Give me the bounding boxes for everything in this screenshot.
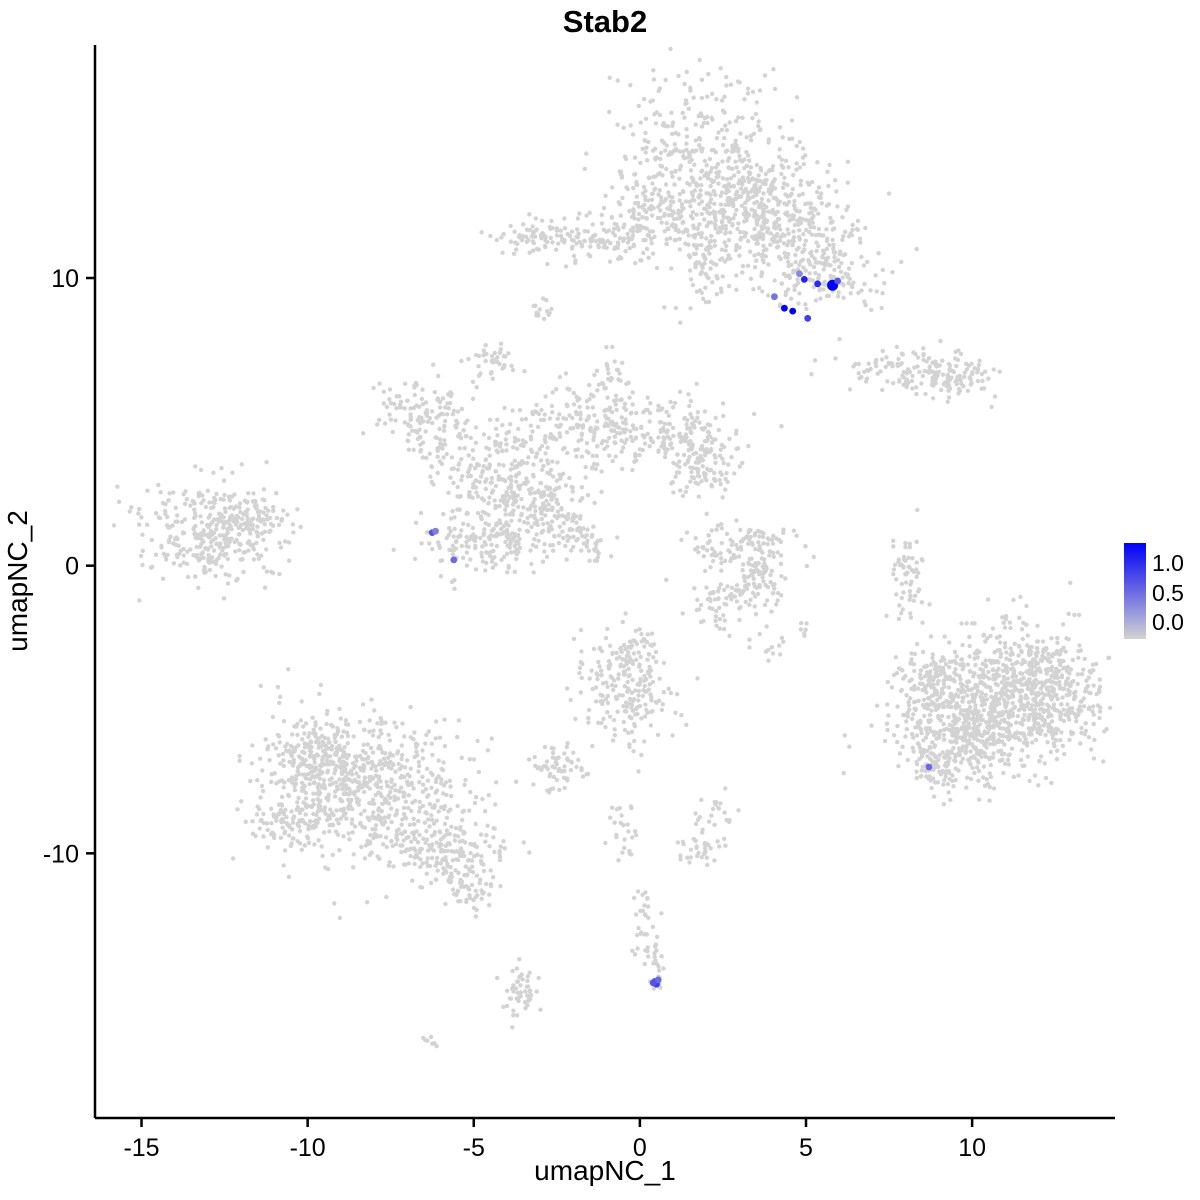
x-tick-label: 0 (633, 1134, 647, 1162)
x-tick-label: 10 (958, 1134, 986, 1162)
plot-title: Stab2 (563, 4, 647, 39)
expressing-point (800, 276, 808, 283)
expressing-point (654, 976, 662, 984)
expressing-point (771, 293, 778, 301)
expressing-point (432, 527, 439, 535)
expressing-point (450, 556, 458, 564)
x-axis-label: umapNC_1 (534, 1155, 676, 1186)
legend-label-high: 1.0 (1152, 550, 1184, 576)
expressing-point (834, 277, 841, 285)
expressing-point (781, 304, 788, 312)
legend: 1.0 0.5 0.0 (1124, 543, 1184, 639)
axes: -15 -10 -5 0 5 10 10 0 -10 (43, 45, 1115, 1162)
y-axis-label: umapNC_2 (2, 510, 33, 652)
expressing-point (814, 280, 821, 288)
expressing-point (925, 763, 933, 771)
expressing-point (789, 307, 797, 315)
x-tick-label: -15 (123, 1134, 159, 1162)
expressing-point (649, 979, 657, 987)
background-points-layer (111, 46, 1113, 1049)
expressing-points-layer (428, 270, 933, 988)
y-tick-label: 10 (51, 265, 79, 293)
x-tick-label: -10 (290, 1134, 326, 1162)
x-tick-label: -5 (463, 1134, 485, 1162)
expressing-point (796, 270, 803, 278)
y-tick-label: -10 (43, 840, 79, 868)
legend-colorbar (1124, 543, 1146, 639)
expressing-point (804, 314, 812, 322)
y-tick-label: 0 (65, 553, 79, 581)
legend-label-low: 0.0 (1152, 609, 1184, 635)
x-tick-label: 5 (799, 1134, 813, 1162)
legend-label-mid: 0.5 (1152, 580, 1184, 606)
